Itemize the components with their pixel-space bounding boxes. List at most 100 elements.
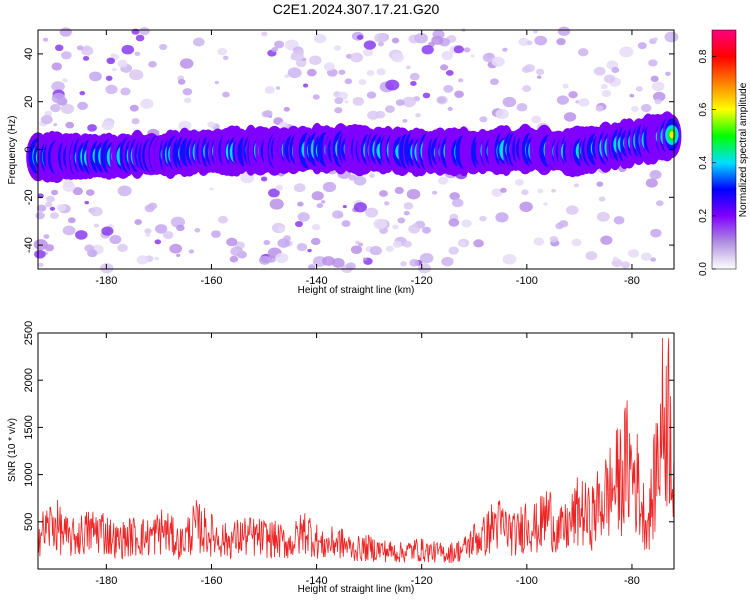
noise-blob [264,86,275,94]
noise-blob [651,81,665,92]
y-tick-label: 500 [23,513,35,531]
noise-blob [500,187,507,193]
noise-blob [40,115,53,125]
noise-blob [258,255,271,265]
noise-blob [36,204,47,212]
noise-blob [310,237,321,246]
snr-y-axis: 500 1000 1500 2000 2500 [23,321,674,531]
y-tick-label: 1000 [23,462,35,486]
noise-blob [211,230,221,238]
noise-blob [293,183,306,193]
noise-blob [101,120,115,131]
noise-blob [556,38,566,46]
noise-blob [365,207,379,218]
noise-blob [650,75,659,82]
chart-title: C2E1.2024.307.17.21.G20 [273,1,440,17]
noise-blob [655,200,664,207]
noise-blob [101,226,114,236]
noise-blob [333,45,342,51]
noise-blob [649,170,662,180]
noise-blob [105,84,118,95]
noise-blob [144,228,152,234]
noise-blob [479,116,488,123]
noise-blob [312,94,320,100]
snr-panel: -180 -160 -140 -120 -100 -80 500 1000 1500 2000 2… [7,321,675,595]
noise-blob [473,239,484,248]
noise-blob [421,45,434,55]
noise-blob [458,241,466,247]
noise-blob [283,106,290,112]
noise-blob [568,91,578,99]
noise-blob [645,178,658,188]
noise-blob [65,121,75,129]
noise-blob [369,245,383,256]
noise-blob [422,92,431,99]
noise-blob [447,106,453,111]
spectrogram-noise-layer [33,26,679,274]
noise-blob [470,54,475,58]
noise-blob [159,43,168,51]
colorbar: 0.0 0.2 0.4 0.6 0.8 Normalized spectral ampl… [698,29,749,276]
noise-blob [440,64,449,71]
noise-blob [89,71,102,82]
noise-blob [50,212,59,220]
noise-blob [275,252,289,264]
noise-blob [491,56,505,67]
noise-blob [275,184,284,191]
snr-series [37,337,675,564]
noise-blob [218,215,229,224]
noise-blob [81,46,94,56]
noise-blob [50,103,61,113]
x-tick-label: -120 [411,275,433,287]
noise-blob [344,78,353,85]
noise-blob [77,101,88,110]
noise-blob [217,47,228,56]
noise-blob [322,181,337,193]
noise-blob [665,71,671,76]
noise-blob [154,239,162,245]
noise-blob [409,258,420,267]
noise-blob [613,216,625,225]
noise-blob [620,261,631,269]
noise-blob [297,212,310,222]
noise-blob [391,37,400,44]
noise-blob [385,245,394,252]
noise-blob [34,249,46,259]
noise-blob [490,78,499,86]
noise-blob [402,118,408,123]
noise-blob [342,205,347,209]
noise-blob [448,218,460,227]
noise-blob [578,98,590,107]
noise-blob [344,100,349,104]
noise-blob [400,261,407,267]
x-tick-label: -140 [306,575,328,587]
noise-blob [363,257,368,261]
snr-plot-area [38,333,674,569]
noise-blob [72,187,84,196]
noise-blob [279,121,288,128]
noise-blob [603,74,616,84]
noise-blob [350,52,364,63]
noise-blob [431,35,444,46]
noise-blob [79,90,86,96]
noise-blob [60,103,75,114]
noise-blob [269,198,284,210]
colorbar-tick-label: 0.4 [698,155,709,169]
noise-blob [377,41,385,47]
noise-blob [415,113,421,118]
noise-blob [323,62,335,71]
noise-blob [461,219,472,228]
noise-blob [463,47,471,53]
noise-blob [573,183,579,188]
noise-blob [111,67,117,72]
noise-blob [177,78,186,85]
noise-blob [87,124,97,132]
noise-blob [556,95,569,105]
noise-blob [51,81,65,92]
noise-blob [154,256,159,261]
noise-blob [307,248,312,253]
noise-blob [577,48,589,57]
noise-blob [148,202,158,210]
noise-blob [406,65,411,70]
noise-blob [397,217,406,224]
